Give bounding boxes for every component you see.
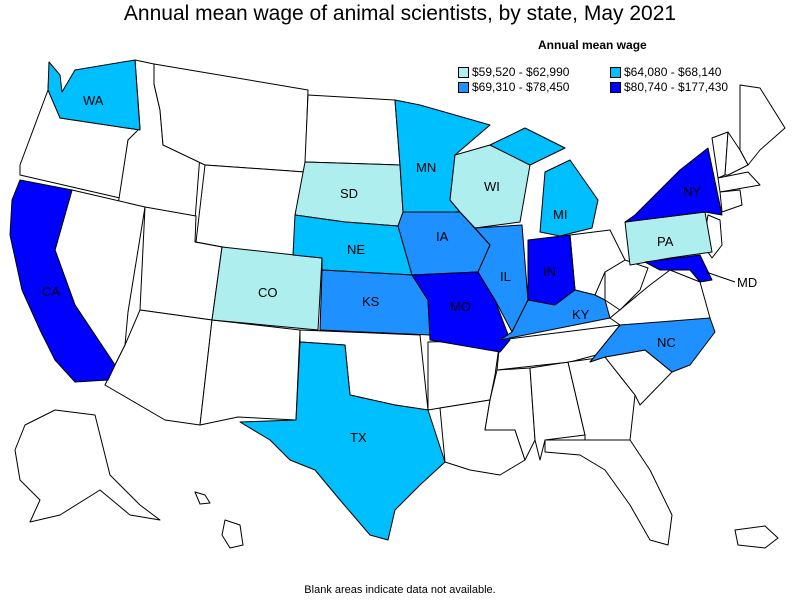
legend-label: $69,310 - $78,450 [472,80,570,94]
label-SD: SD [340,186,358,201]
state-TN [496,324,621,371]
label-CA: CA [42,284,60,299]
state-CO [211,246,323,331]
state-CT [719,189,743,213]
legend-swatch [458,66,469,78]
label-MO: MO [450,299,471,314]
label-PA: PA [657,234,674,249]
footnote: Blank areas indicate data not available. [304,584,496,596]
label-MD-leader [705,271,736,283]
state-KY [499,289,611,341]
state-IL [474,224,529,333]
state-NM [199,319,301,426]
label-WA: WA [83,93,104,108]
legend-label: $59,520 - $62,990 [472,65,570,79]
label-MN: MN [416,160,436,175]
legend-item-bin-0: $59,520 - $62,990 [458,65,569,79]
map-title: Annual mean wage of animal scientists, b… [123,2,677,25]
state-MD [644,254,713,283]
legend-item-bin-3: $80,740 - $177,430 [610,80,728,94]
state-TX [239,341,446,541]
no-data-states [14,59,786,549]
legend-title: Annual mean wage [538,38,647,52]
label-CO: CO [258,285,278,300]
state-labels: WA CA CO SD NE KS TX MN IA MO WI IL IN M… [42,93,757,445]
label-MI: MI [553,207,567,222]
legend-label: $80,740 - $177,430 [624,80,729,94]
state-ME [739,84,786,166]
label-NY: NY [683,184,701,199]
state-WA [47,59,141,131]
state-HI [194,491,244,549]
legend-swatch [610,81,621,93]
legend-swatch [458,81,469,93]
state-ND [304,94,401,166]
label-NE: NE [347,242,365,257]
data-states [9,59,723,541]
label-IN: IN [543,264,556,279]
legend-item-bin-2: $69,310 - $78,450 [458,80,569,94]
label-KY: KY [572,307,590,322]
label-KS: KS [362,294,380,309]
state-NY [624,147,723,223]
state-PR [734,525,779,549]
state-MA [717,171,761,193]
label-TX: TX [350,430,367,445]
state-NH [724,131,749,176]
state-CA [9,179,116,383]
legend-label: $64,080 - $68,140 [624,65,722,79]
label-IA: IA [436,229,449,244]
label-MD: MD [737,275,757,290]
label-IL: IL [500,269,511,284]
label-NC: NC [657,335,676,350]
legend-swatch [610,66,621,78]
state-MI [489,127,599,237]
legend-item-bin-1: $64,080 - $68,140 [610,65,721,79]
state-AK [14,409,161,523]
state-NC [589,317,716,373]
state-FL [544,439,673,546]
label-WI: WI [484,179,500,194]
